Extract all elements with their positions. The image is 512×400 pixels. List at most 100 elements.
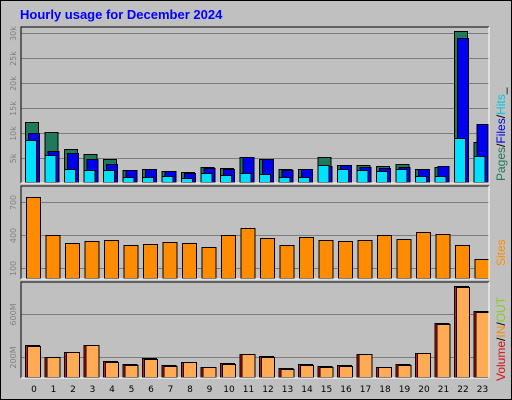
hits-bar bbox=[434, 176, 447, 183]
hits-bar bbox=[122, 177, 135, 183]
in-bar bbox=[358, 354, 373, 378]
in-bar bbox=[85, 345, 100, 378]
hits-bar bbox=[376, 171, 388, 183]
in-bar bbox=[456, 287, 470, 378]
in-bar bbox=[27, 346, 41, 378]
hits-files-pages-panel bbox=[21, 27, 489, 183]
hits-bar bbox=[278, 177, 291, 183]
y-tick-label: 20k bbox=[9, 76, 18, 91]
y-tick-label: 15k bbox=[9, 101, 18, 116]
in-bar bbox=[183, 362, 197, 378]
sites-bar bbox=[416, 232, 431, 279]
x-tick-label: 21 bbox=[438, 385, 449, 395]
x-tick-label: 1 bbox=[51, 385, 57, 395]
x-tick-label: 0 bbox=[31, 385, 37, 395]
in-bar bbox=[417, 353, 431, 378]
sites-bar bbox=[123, 245, 139, 279]
in-bar bbox=[202, 367, 217, 378]
bars bbox=[25, 31, 490, 378]
hits-bar bbox=[259, 174, 271, 183]
in-bar bbox=[261, 357, 275, 378]
legend-out: OUT bbox=[494, 296, 508, 322]
in-bar bbox=[46, 357, 61, 378]
hits-bar bbox=[161, 176, 174, 183]
panel-borders bbox=[20, 26, 490, 379]
legend-separator: / bbox=[494, 322, 508, 326]
in-bar bbox=[475, 312, 490, 378]
legend-hits: Hits bbox=[494, 94, 508, 115]
hits-bar bbox=[454, 138, 466, 183]
in-bar bbox=[339, 366, 353, 378]
sites-bar bbox=[162, 242, 178, 279]
y-tick-label: 10k bbox=[9, 126, 18, 141]
y-tick-label: 200M bbox=[9, 346, 18, 368]
x-tick-label: 10 bbox=[223, 385, 235, 395]
sites-bar bbox=[279, 245, 295, 279]
y-tick-label: 600M bbox=[9, 303, 18, 325]
in-bar bbox=[319, 367, 334, 378]
legend-sites-label: Sites bbox=[494, 239, 508, 266]
hits-bar bbox=[317, 165, 330, 183]
hits-bar bbox=[337, 169, 349, 183]
x-tick-label: 7 bbox=[168, 385, 174, 395]
x-tick-label: 13 bbox=[282, 385, 293, 395]
legend-pages: Pages bbox=[494, 147, 508, 181]
hits-bar bbox=[298, 177, 310, 183]
in-bar bbox=[397, 365, 412, 378]
hits-bar bbox=[200, 173, 213, 183]
legend-separator: / bbox=[494, 337, 508, 341]
sites-bar bbox=[260, 238, 275, 279]
x-tick-label: 20 bbox=[418, 385, 430, 395]
hits-bar bbox=[142, 177, 154, 183]
y-tick-label: 100 bbox=[9, 261, 18, 276]
panel-border-dark bbox=[20, 26, 489, 183]
x-tick-label: 18 bbox=[379, 385, 391, 395]
in-bar bbox=[222, 364, 236, 378]
y-tick-label: 25k bbox=[9, 51, 18, 66]
panel-border-light bbox=[21, 282, 490, 379]
x-tick-label: 2 bbox=[70, 385, 76, 395]
in-bar bbox=[163, 366, 178, 378]
legend-separator: / bbox=[494, 114, 508, 118]
sites-bar bbox=[240, 228, 256, 279]
x-tick-label: 16 bbox=[340, 385, 352, 395]
x-tick-label: 9 bbox=[207, 385, 213, 395]
hits-bar bbox=[473, 156, 486, 183]
panel-border-dark bbox=[20, 185, 489, 279]
hits-bar bbox=[103, 170, 115, 183]
legend-sites: Sites bbox=[494, 239, 508, 266]
sites-bar bbox=[455, 245, 470, 279]
sites-bar bbox=[65, 243, 80, 279]
chart-title: Hourly usage for December 2024 bbox=[20, 7, 223, 22]
in-bar bbox=[66, 352, 80, 378]
legend-underscore: _ bbox=[494, 87, 508, 95]
hits-bar bbox=[220, 175, 232, 183]
hits-bar bbox=[64, 169, 76, 183]
in-bar bbox=[124, 365, 139, 378]
x-tick-label: 19 bbox=[399, 385, 411, 395]
x-tick-label: 11 bbox=[243, 385, 254, 395]
y-tick-label: 5k bbox=[9, 153, 18, 163]
x-tick-label: 23 bbox=[477, 385, 488, 395]
y-tick-labels: 5k 10k 15k 20k 25k 30k 100 400 700 200M 600M bbox=[9, 26, 18, 369]
hits-bar bbox=[44, 155, 57, 183]
x-tick-label: 5 bbox=[129, 385, 135, 395]
sites-bar bbox=[435, 234, 451, 279]
x-tick-label: 6 bbox=[148, 385, 154, 395]
sites-bar bbox=[396, 239, 412, 279]
sites-bar bbox=[221, 235, 236, 279]
y-tick-label: 700 bbox=[9, 195, 18, 210]
x-tick-labels: 0 1 2 3 4 5 6 7 8 9 10 11 12 13 14 15 16 17 18 19 20 21 22 23 bbox=[31, 385, 488, 395]
x-tick-label: 3 bbox=[90, 385, 96, 395]
hits-bar bbox=[356, 170, 369, 183]
legend-volume-label: Volume bbox=[494, 341, 508, 381]
hits-bar bbox=[181, 178, 193, 183]
hits-bar bbox=[25, 140, 37, 183]
sites-bar bbox=[318, 240, 334, 279]
sites-bar bbox=[182, 243, 197, 279]
sites-bar bbox=[45, 235, 61, 279]
y-tick-label: 30k bbox=[9, 26, 18, 41]
panel-border-light bbox=[21, 186, 490, 280]
x-tick-label: 15 bbox=[321, 385, 332, 395]
